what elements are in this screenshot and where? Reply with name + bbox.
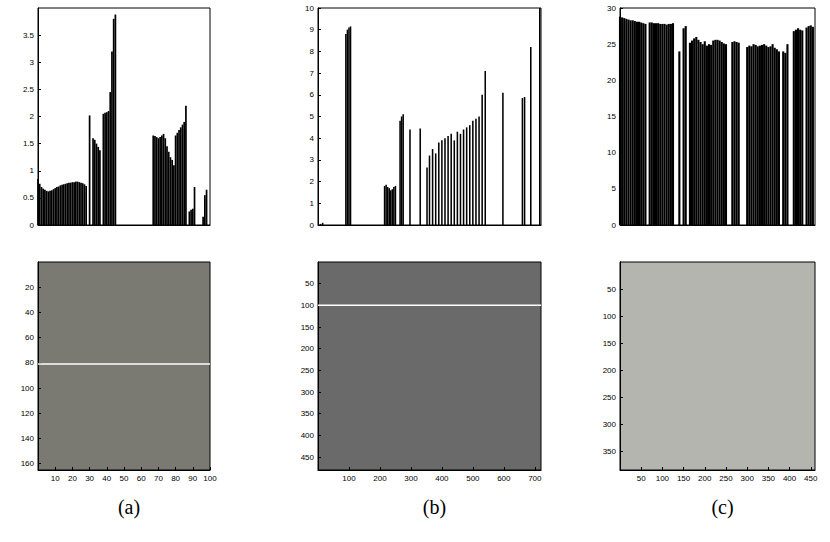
svg-text:7: 7: [310, 69, 315, 78]
svg-text:0: 0: [30, 221, 35, 230]
svg-text:1.5: 1.5: [23, 139, 35, 148]
svg-text:100: 100: [203, 474, 217, 483]
svg-text:350: 350: [762, 474, 776, 483]
svg-text:50: 50: [120, 474, 129, 483]
svg-text:100: 100: [21, 384, 35, 393]
svg-text:2: 2: [310, 177, 315, 186]
svg-text:(b): (b): [423, 496, 446, 519]
svg-text:5: 5: [612, 184, 617, 193]
svg-text:4: 4: [310, 134, 315, 143]
svg-text:10: 10: [51, 474, 60, 483]
svg-text:8: 8: [310, 47, 315, 56]
svg-text:30: 30: [607, 4, 616, 13]
svg-text:0.5: 0.5: [23, 193, 35, 202]
svg-text:3.5: 3.5: [23, 31, 35, 40]
svg-text:200: 200: [301, 344, 315, 353]
svg-text:400: 400: [301, 431, 315, 440]
svg-text:450: 450: [804, 474, 818, 483]
svg-text:20: 20: [68, 474, 77, 483]
svg-text:1: 1: [310, 199, 315, 208]
svg-text:2.5: 2.5: [23, 85, 35, 94]
svg-text:100: 100: [342, 474, 356, 483]
svg-text:40: 40: [102, 474, 111, 483]
svg-text:0: 0: [612, 221, 617, 230]
svg-text:300: 300: [301, 388, 315, 397]
svg-text:100: 100: [656, 474, 670, 483]
svg-text:350: 350: [301, 409, 315, 418]
svg-text:0: 0: [310, 221, 315, 230]
svg-text:(a): (a): [118, 496, 140, 519]
svg-text:600: 600: [497, 474, 511, 483]
svg-text:200: 200: [373, 474, 387, 483]
svg-text:250: 250: [719, 474, 733, 483]
svg-text:2: 2: [30, 112, 35, 121]
svg-text:30: 30: [85, 474, 94, 483]
svg-text:60: 60: [25, 333, 34, 342]
svg-text:(c): (c): [711, 496, 733, 519]
svg-text:250: 250: [603, 393, 617, 402]
svg-text:350: 350: [603, 447, 617, 456]
svg-text:150: 150: [301, 323, 315, 332]
svg-text:120: 120: [21, 409, 35, 418]
svg-text:450: 450: [301, 453, 315, 462]
svg-text:60: 60: [137, 474, 146, 483]
svg-text:6: 6: [310, 90, 315, 99]
svg-text:20: 20: [607, 76, 616, 85]
svg-text:20: 20: [25, 283, 34, 292]
svg-text:70: 70: [154, 474, 163, 483]
svg-text:200: 200: [603, 366, 617, 375]
svg-text:100: 100: [301, 301, 315, 310]
svg-text:40: 40: [25, 308, 34, 317]
svg-text:10: 10: [607, 148, 616, 157]
svg-text:300: 300: [404, 474, 418, 483]
svg-text:25: 25: [607, 40, 616, 49]
svg-text:50: 50: [607, 285, 616, 294]
svg-text:3: 3: [310, 155, 315, 164]
svg-text:15: 15: [607, 112, 616, 121]
svg-text:160: 160: [21, 459, 35, 468]
svg-text:700: 700: [528, 474, 542, 483]
svg-text:5: 5: [310, 112, 315, 121]
svg-text:150: 150: [603, 339, 617, 348]
svg-text:150: 150: [677, 474, 691, 483]
svg-text:10: 10: [305, 4, 314, 13]
svg-text:400: 400: [435, 474, 449, 483]
svg-text:200: 200: [698, 474, 712, 483]
svg-text:9: 9: [310, 25, 315, 34]
svg-text:500: 500: [466, 474, 480, 483]
svg-text:50: 50: [305, 279, 314, 288]
svg-text:80: 80: [25, 358, 34, 367]
svg-text:300: 300: [740, 474, 754, 483]
svg-text:250: 250: [301, 366, 315, 375]
svg-text:90: 90: [188, 474, 197, 483]
svg-text:100: 100: [603, 312, 617, 321]
svg-text:300: 300: [603, 420, 617, 429]
svg-text:80: 80: [171, 474, 180, 483]
svg-text:140: 140: [21, 434, 35, 443]
svg-text:3: 3: [30, 58, 35, 67]
svg-text:50: 50: [637, 474, 646, 483]
svg-text:1: 1: [30, 166, 35, 175]
svg-text:400: 400: [783, 474, 797, 483]
